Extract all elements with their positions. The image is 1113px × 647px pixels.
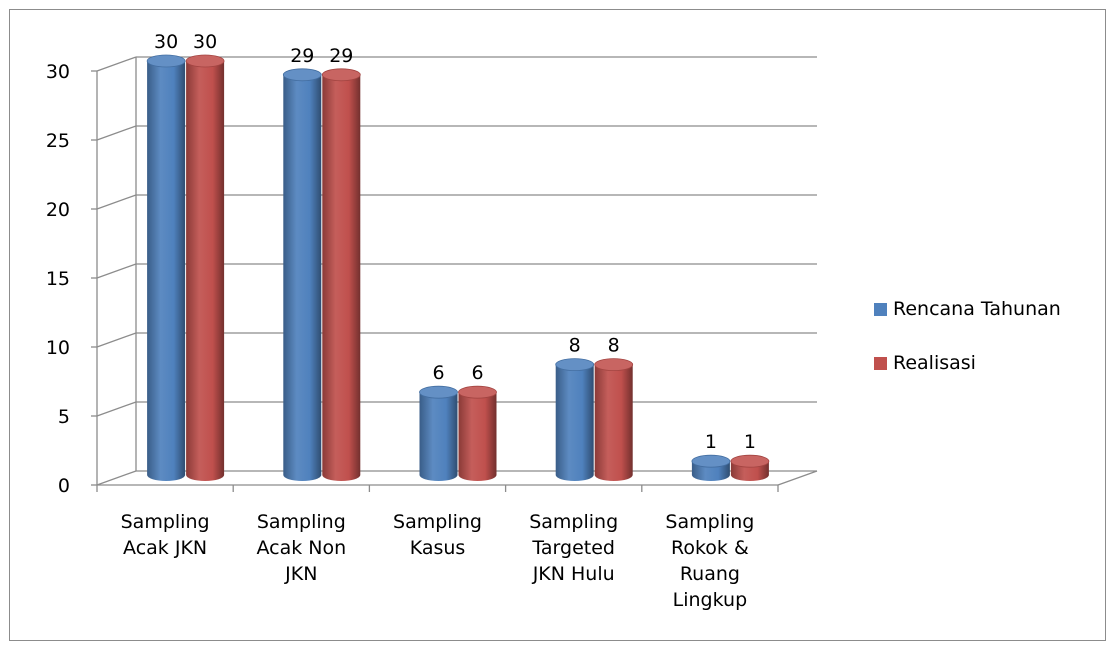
bar-rencana bbox=[419, 385, 458, 482]
y-tick-label: 5 bbox=[58, 406, 70, 428]
data-label: 30 bbox=[193, 31, 217, 53]
bar-top bbox=[458, 385, 497, 399]
gridlines bbox=[96, 56, 818, 486]
bar-realisasi bbox=[458, 385, 497, 482]
bar-rencana bbox=[146, 54, 186, 482]
bar-body bbox=[147, 61, 186, 482]
data-label: 29 bbox=[290, 45, 314, 67]
legend-label-rencana: Rencana Tahunan bbox=[893, 298, 1061, 320]
y-tick-label: 20 bbox=[46, 199, 70, 221]
bar-top bbox=[321, 68, 361, 82]
bar-rencana bbox=[555, 358, 595, 482]
data-label: 30 bbox=[154, 31, 178, 53]
data-label: 29 bbox=[329, 45, 353, 67]
y-tick-label: 15 bbox=[46, 268, 70, 290]
bar-body bbox=[419, 392, 458, 482]
bar-top bbox=[185, 54, 225, 68]
side-gridline bbox=[96, 194, 137, 210]
bar-rencana bbox=[691, 454, 731, 482]
side-gridline bbox=[96, 125, 137, 141]
legend-item-realisasi: Realisasi bbox=[874, 349, 1061, 377]
bar-top bbox=[594, 358, 634, 372]
data-labels: 30 30 29 29 6 6 8 8 1 1 bbox=[154, 31, 756, 453]
y-tick-label: 0 bbox=[58, 475, 70, 497]
data-label: 8 bbox=[608, 335, 620, 357]
y-tick-label: 10 bbox=[46, 337, 70, 359]
bar-rencana bbox=[282, 68, 322, 482]
bar-body bbox=[594, 364, 633, 481]
side-gridline bbox=[96, 401, 137, 417]
bar-realisasi bbox=[185, 54, 225, 482]
x-tick-label: Sampling Rokok & Ruang Lingkup bbox=[665, 511, 754, 611]
legend-swatch-realisasi bbox=[874, 356, 887, 370]
axes: 0 5 10 15 20 25 30 Sampling Acak JKN Sampling Acak… bbox=[46, 61, 779, 611]
bar-top bbox=[146, 54, 186, 68]
bar-top bbox=[555, 358, 595, 372]
bar-top bbox=[419, 385, 458, 399]
bar-top bbox=[282, 68, 322, 82]
bar-realisasi bbox=[321, 68, 361, 482]
side-gridline bbox=[96, 470, 137, 486]
data-label: 1 bbox=[744, 431, 756, 453]
bar-realisasi bbox=[730, 454, 770, 482]
bar-body bbox=[555, 364, 594, 482]
data-label: 8 bbox=[569, 335, 581, 357]
y-tick-label: 30 bbox=[46, 61, 70, 83]
bar-realisasi bbox=[594, 358, 634, 481]
bars bbox=[146, 54, 770, 482]
bar-body bbox=[186, 61, 225, 482]
legend-swatch-rencana bbox=[874, 302, 887, 316]
y-tick-label: 25 bbox=[46, 130, 70, 152]
bar-top bbox=[730, 454, 770, 468]
bar-top bbox=[691, 454, 731, 468]
x-tick-label: Sampling Kasus bbox=[393, 511, 482, 559]
x-tick-label: Sampling Acak JKN bbox=[121, 511, 210, 559]
data-label: 6 bbox=[432, 362, 444, 384]
x-tick-label: Sampling Targeted JKN Hulu bbox=[529, 511, 618, 585]
data-label: 1 bbox=[705, 431, 717, 453]
side-gridline bbox=[96, 332, 137, 348]
floor-edge bbox=[777, 470, 818, 486]
bar-body bbox=[283, 74, 322, 482]
legend: Rencana Tahunan Realisasi bbox=[874, 295, 1061, 403]
side-gridline bbox=[96, 56, 137, 72]
side-gridline bbox=[96, 263, 137, 279]
data-label: 6 bbox=[471, 362, 483, 384]
bar-body bbox=[458, 392, 497, 482]
x-tick-label: Sampling Acak Non JKN bbox=[256, 511, 346, 585]
legend-item-rencana: Rencana Tahunan bbox=[874, 295, 1061, 323]
legend-label-realisasi: Realisasi bbox=[893, 352, 976, 374]
bar-body bbox=[322, 74, 361, 482]
